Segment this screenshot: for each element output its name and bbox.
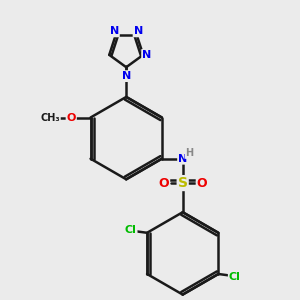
Text: N: N bbox=[142, 50, 152, 60]
Text: O: O bbox=[197, 177, 207, 190]
Text: Cl: Cl bbox=[229, 272, 241, 282]
Text: O: O bbox=[67, 112, 76, 122]
Text: Cl: Cl bbox=[125, 225, 136, 235]
Text: H: H bbox=[185, 148, 193, 158]
Text: N: N bbox=[110, 26, 119, 36]
Text: N: N bbox=[134, 26, 143, 36]
Text: CH₃: CH₃ bbox=[40, 112, 60, 122]
Text: N: N bbox=[178, 154, 187, 164]
Text: O: O bbox=[158, 177, 169, 190]
Text: S: S bbox=[178, 176, 188, 190]
Text: N: N bbox=[122, 71, 131, 81]
